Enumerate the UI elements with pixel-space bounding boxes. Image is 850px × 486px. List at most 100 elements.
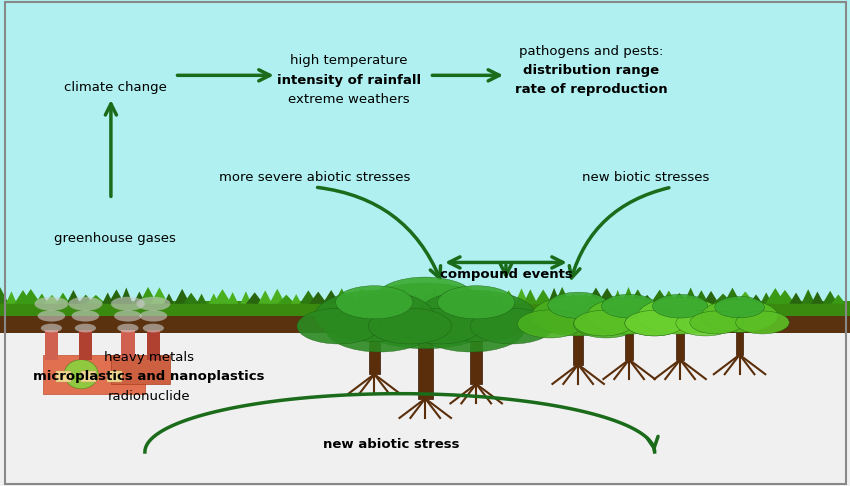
- Ellipse shape: [69, 297, 102, 311]
- Polygon shape: [461, 293, 478, 304]
- Polygon shape: [760, 293, 772, 304]
- Polygon shape: [811, 292, 824, 304]
- Polygon shape: [580, 294, 592, 304]
- Polygon shape: [554, 287, 570, 304]
- Text: greenhouse gases: greenhouse gases: [54, 232, 176, 244]
- FancyBboxPatch shape: [736, 316, 744, 355]
- FancyBboxPatch shape: [43, 355, 144, 394]
- Ellipse shape: [376, 277, 475, 320]
- Ellipse shape: [602, 295, 657, 318]
- Ellipse shape: [417, 306, 524, 352]
- Text: radionuclide: radionuclide: [108, 390, 190, 402]
- Polygon shape: [343, 293, 358, 304]
- Ellipse shape: [625, 311, 684, 336]
- Ellipse shape: [110, 297, 144, 311]
- Polygon shape: [352, 288, 371, 304]
- Polygon shape: [713, 294, 733, 304]
- Ellipse shape: [71, 310, 99, 322]
- FancyBboxPatch shape: [470, 316, 482, 384]
- Polygon shape: [246, 292, 264, 304]
- FancyBboxPatch shape: [56, 371, 71, 382]
- Text: microplastics and nanoplastics: microplastics and nanoplastics: [33, 370, 265, 383]
- Polygon shape: [77, 295, 94, 304]
- Polygon shape: [278, 295, 295, 304]
- Polygon shape: [493, 294, 508, 304]
- Ellipse shape: [75, 324, 96, 332]
- Polygon shape: [500, 290, 517, 304]
- Ellipse shape: [531, 296, 625, 336]
- FancyBboxPatch shape: [121, 330, 134, 360]
- Ellipse shape: [438, 286, 515, 319]
- Polygon shape: [790, 293, 802, 304]
- Polygon shape: [14, 290, 31, 304]
- FancyBboxPatch shape: [79, 330, 92, 360]
- Ellipse shape: [518, 310, 583, 338]
- Polygon shape: [524, 289, 537, 304]
- Polygon shape: [21, 289, 41, 304]
- Ellipse shape: [701, 299, 778, 332]
- Ellipse shape: [326, 306, 433, 352]
- Polygon shape: [6, 291, 17, 304]
- Polygon shape: [450, 289, 465, 304]
- FancyBboxPatch shape: [676, 316, 684, 360]
- Polygon shape: [598, 288, 617, 304]
- Ellipse shape: [139, 310, 167, 322]
- Ellipse shape: [114, 310, 142, 322]
- Polygon shape: [196, 294, 207, 304]
- Ellipse shape: [368, 308, 451, 344]
- Ellipse shape: [736, 311, 790, 334]
- Polygon shape: [56, 293, 70, 304]
- Ellipse shape: [37, 310, 65, 322]
- Polygon shape: [86, 295, 105, 304]
- Polygon shape: [139, 287, 157, 304]
- Polygon shape: [774, 290, 795, 304]
- Polygon shape: [735, 292, 756, 304]
- Polygon shape: [102, 293, 113, 304]
- Ellipse shape: [336, 286, 413, 319]
- Polygon shape: [535, 290, 552, 304]
- Polygon shape: [241, 291, 252, 304]
- Ellipse shape: [470, 308, 553, 344]
- Polygon shape: [650, 290, 669, 304]
- Text: climate change: climate change: [64, 81, 167, 94]
- Polygon shape: [322, 290, 340, 304]
- Polygon shape: [823, 291, 838, 304]
- Ellipse shape: [653, 295, 708, 318]
- Polygon shape: [258, 290, 272, 304]
- Polygon shape: [639, 295, 655, 304]
- Text: rate of reproduction: rate of reproduction: [514, 84, 667, 96]
- Polygon shape: [683, 288, 698, 304]
- Polygon shape: [184, 293, 199, 304]
- Polygon shape: [269, 289, 286, 304]
- Polygon shape: [831, 295, 846, 304]
- Ellipse shape: [574, 310, 639, 338]
- Polygon shape: [174, 289, 190, 304]
- Polygon shape: [703, 291, 719, 304]
- Polygon shape: [44, 295, 60, 304]
- Ellipse shape: [41, 324, 62, 332]
- Polygon shape: [366, 293, 382, 304]
- Polygon shape: [35, 294, 48, 304]
- Text: new biotic stresses: new biotic stresses: [582, 171, 710, 184]
- Polygon shape: [468, 293, 487, 304]
- Polygon shape: [213, 289, 231, 304]
- FancyBboxPatch shape: [1, 313, 850, 486]
- Text: high temperature: high temperature: [290, 54, 407, 67]
- Ellipse shape: [143, 324, 164, 332]
- Polygon shape: [547, 288, 560, 304]
- FancyBboxPatch shape: [1, 313, 850, 333]
- Text: extreme weathers: extreme weathers: [288, 93, 410, 106]
- Polygon shape: [385, 291, 402, 304]
- Ellipse shape: [314, 290, 434, 341]
- Polygon shape: [766, 288, 785, 304]
- FancyBboxPatch shape: [45, 330, 59, 360]
- FancyBboxPatch shape: [1, 301, 850, 316]
- Text: more severe abiotic stresses: more severe abiotic stresses: [219, 171, 411, 184]
- Ellipse shape: [676, 311, 735, 336]
- Polygon shape: [150, 287, 168, 304]
- Polygon shape: [410, 292, 420, 304]
- Text: compound events: compound events: [439, 268, 572, 281]
- Polygon shape: [669, 293, 689, 304]
- Ellipse shape: [574, 311, 633, 336]
- Text: pathogens and pests:: pathogens and pests:: [518, 45, 663, 57]
